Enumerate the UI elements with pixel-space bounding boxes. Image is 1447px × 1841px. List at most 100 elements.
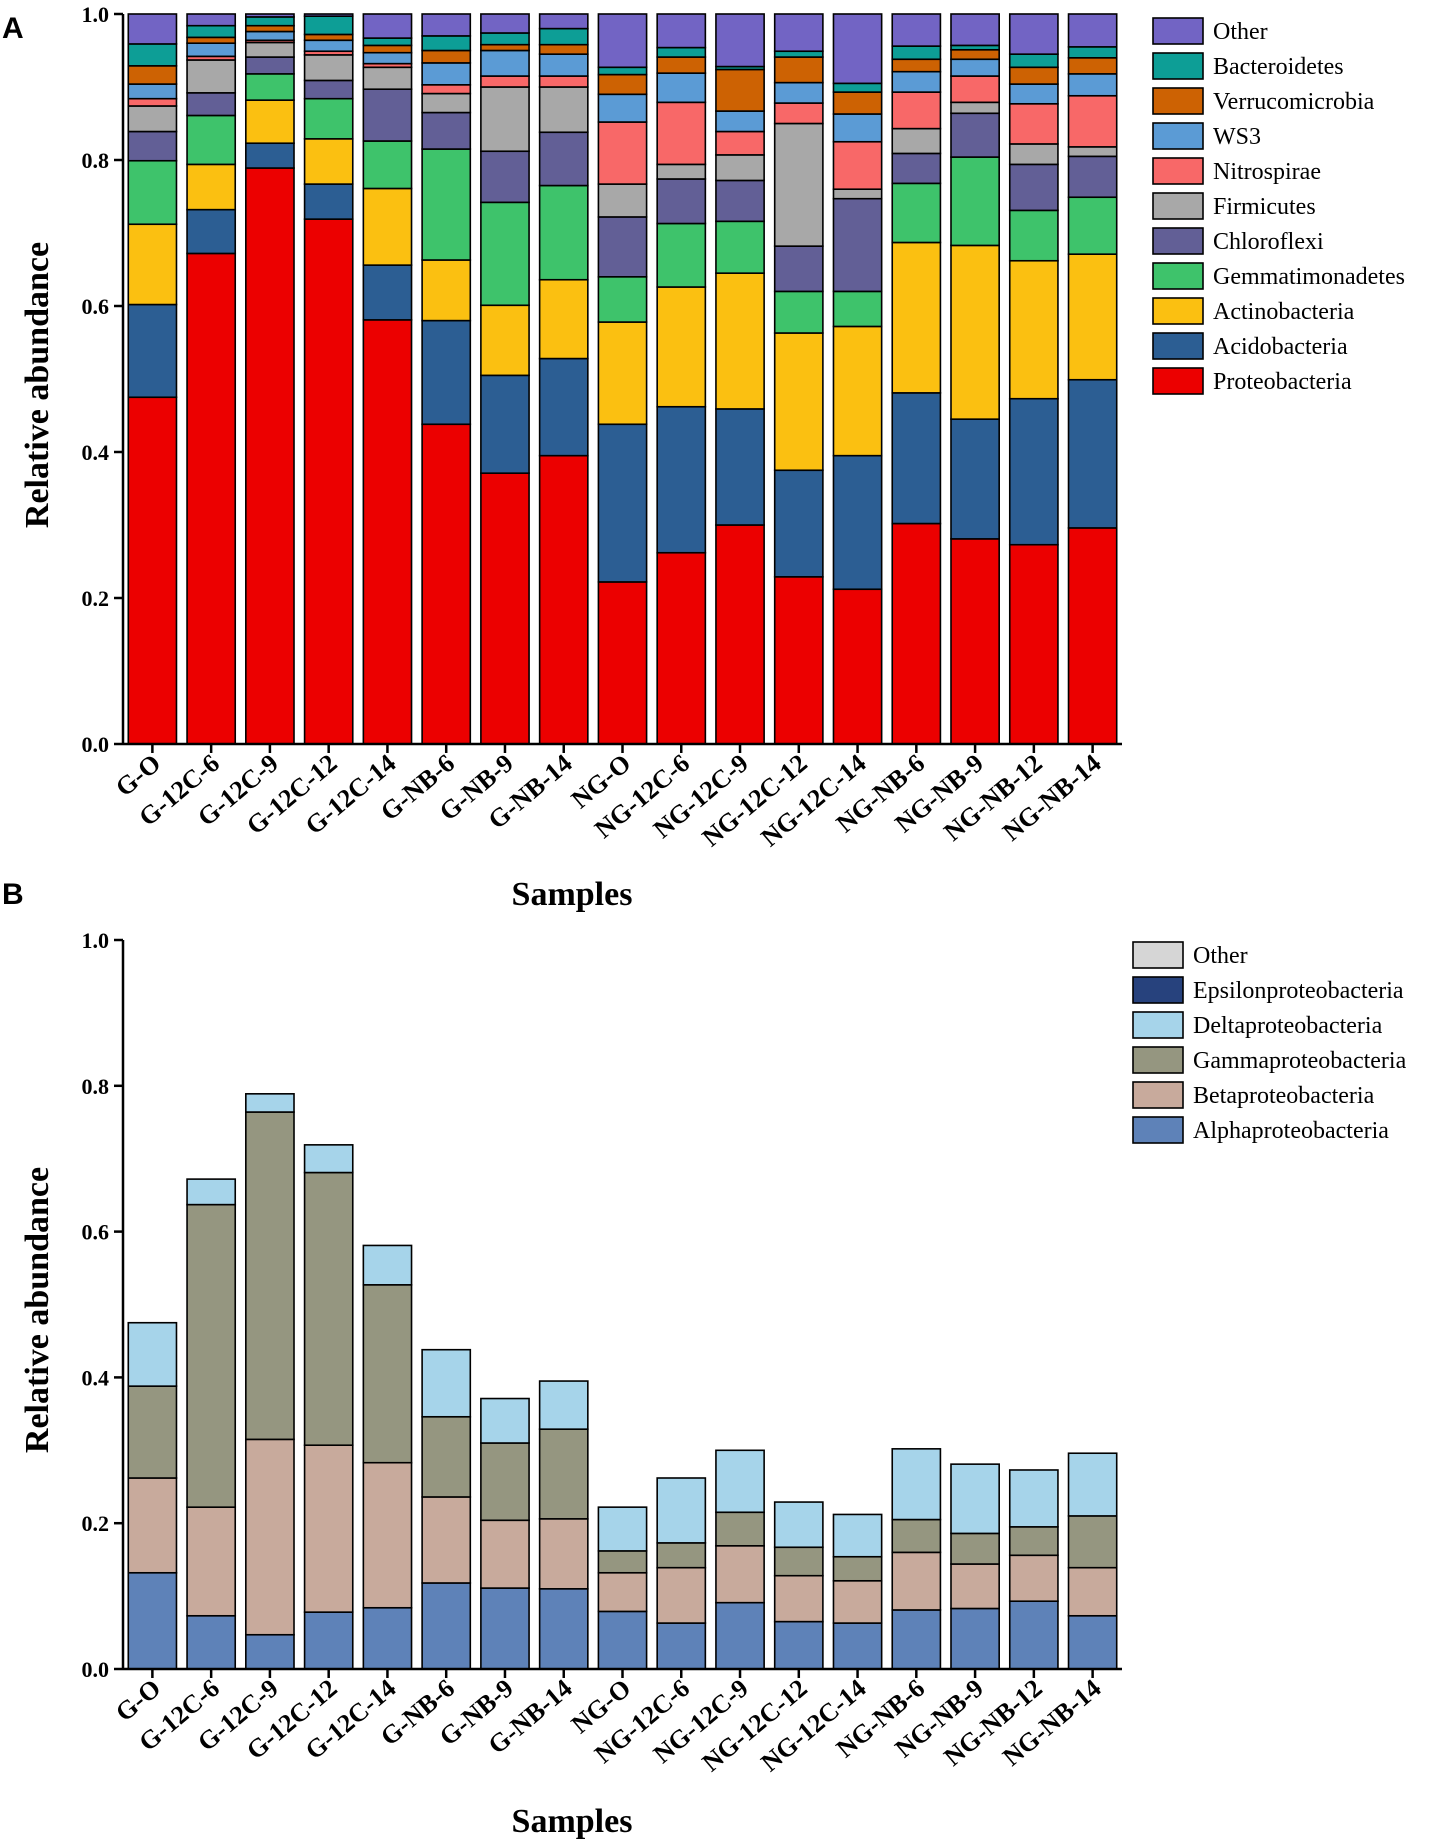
a-bar-g-nb-6-other: [421, 13, 472, 37]
a-legend-swatch-verrucomicrobia: [1152, 87, 1204, 115]
a-bar-ng-12c-9-proteobacteria: [715, 524, 765, 745]
a-bar-g-o-firmicutes: [127, 105, 178, 133]
b-bar-ng-12c-6-betaproteobacteria: [656, 1566, 707, 1624]
panel-a: A Relative abundance Samples 0.0 0.2 0.4 0.…: [2, 2, 1405, 913]
b-bar-ng-o-gammaproteobacteria: [597, 1550, 648, 1574]
a-bar-g-o-actinobacteria: [127, 223, 178, 306]
b-bar-ng-nb-12-alphaproteobacteria: [1008, 1600, 1059, 1670]
a-bar-g-12c-9-acidobacteria: [245, 142, 295, 169]
a-bar-ng-12c-6-proteobacteria: [656, 551, 707, 745]
panel-b-bars: [127, 1093, 1118, 1670]
a-bar-ng-nb-6-proteobacteria: [891, 522, 942, 745]
a-bar-g-12c-9-actinobacteria: [245, 99, 295, 145]
a-bar-ng-12c-14-bacteroidetes: [832, 82, 883, 93]
a-bar-ng-12c-9-chloroflexi: [715, 179, 765, 223]
a-bar-ng-12c-14-nitrospirae: [832, 140, 883, 191]
a-bar-ng-nb-9-ws3: [950, 58, 1000, 77]
b-bar-g-nb-9-alphaproteobacteria: [480, 1587, 530, 1670]
a-bar-ng-nb-12-chloroflexi: [1008, 163, 1059, 212]
b-bar-ng-nb-6-gammaproteobacteria: [891, 1518, 942, 1554]
a-bar-ng-nb-6-verrucomicrobia: [891, 58, 942, 73]
a-bar-ng-nb-12-firmicutes: [1008, 143, 1059, 166]
b-legend-label-alphaproteobacteria: Alphaproteobacteria: [1193, 1118, 1389, 1144]
a-bar-g-nb-6-bacteroidetes: [421, 35, 472, 52]
b-bar-g-o-alphaproteobacteria: [127, 1571, 178, 1670]
a-bar-g-12c-12-firmicutes: [303, 54, 354, 82]
a-legend-swatch-firmicutes: [1152, 192, 1204, 220]
a-bar-ng-12c-14-actinobacteria: [832, 325, 883, 457]
a-bar-g-12c-9-ws3: [245, 30, 295, 42]
b-bar-ng-12c-6-alphaproteobacteria: [656, 1622, 707, 1670]
b-bar-g-12c-9-betaproteobacteria: [245, 1438, 295, 1636]
panel-a-legend: Other Bacteroidetes Verrucomicrobia WS3 Nitr…: [1152, 17, 1405, 395]
a-bar-ng-12c-14-acidobacteria: [832, 454, 883, 591]
a-legend-swatch-proteobacteria: [1152, 367, 1204, 395]
b-bar-g-12c-14-betaproteobacteria: [362, 1461, 413, 1609]
b-bar-ng-12c-14-gammaproteobacteria: [832, 1555, 883, 1582]
a-bar-g-12c-12-other: [303, 13, 354, 17]
a-bar-ng-nb-14-ws3: [1067, 73, 1118, 97]
b-bar-ng-nb-9-gammaproteobacteria: [950, 1532, 1000, 1565]
b-bar-ng-12c-6-gammaproteobacteria: [656, 1542, 707, 1569]
a-bar-g-nb-6-proteobacteria: [421, 423, 472, 745]
b-legend-label-epsilonproteobacteria: Epsilonproteobacteria: [1193, 978, 1404, 1004]
a-bar-ng-nb-14-bacteroidetes: [1067, 46, 1118, 59]
b-legend-swatch-gammaproteobacteria: [1132, 1046, 1184, 1074]
a-bar-ng-12c-6-acidobacteria: [656, 405, 707, 554]
a-bar-g-12c-14-actinobacteria: [362, 187, 413, 266]
b-bar-g-o-gammaproteobacteria: [127, 1385, 178, 1479]
panel-b-label: B: [2, 878, 24, 911]
a-legend-label-firmicutes: Firmicutes: [1213, 194, 1316, 220]
b-bar-g-nb-6-deltaproteobacteria: [421, 1348, 472, 1418]
a-bar-g-12c-9-bacteroidetes: [245, 16, 295, 27]
b-bar-g-nb-14-betaproteobacteria: [538, 1518, 589, 1590]
a-bar-ng-12c-9-nitrospirae: [715, 130, 765, 156]
panel-a-label: A: [2, 12, 24, 45]
a-y-tick-label: 1.0: [82, 2, 110, 27]
a-bar-ng-12c-9-actinobacteria: [715, 272, 765, 410]
a-bar-g-12c-14-ws3: [362, 51, 413, 65]
a-bar-ng-nb-6-firmicutes: [891, 127, 942, 155]
panel-b-y-axis-title: Relative abundance: [19, 1167, 56, 1453]
b-bar-g-nb-9-deltaproteobacteria: [480, 1397, 530, 1444]
a-bar-ng-12c-6-firmicutes: [656, 163, 707, 180]
b-bar-ng-12c-14-betaproteobacteria: [832, 1579, 883, 1624]
a-bar-g-o-ws3: [127, 83, 178, 100]
a-bar-g-nb-6-nitrospirae: [421, 84, 472, 95]
a-legend-swatch-actinobacteria: [1152, 297, 1204, 325]
a-bar-ng-nb-12-other: [1008, 13, 1059, 55]
a-bar-g-nb-14-verrucomicrobia: [538, 43, 589, 55]
b-bar-g-nb-14-deltaproteobacteria: [538, 1380, 589, 1430]
b-legend-label-betaproteobacteria: Betaproteobacteria: [1193, 1083, 1375, 1109]
b-bar-g-12c-12-alphaproteobacteria: [303, 1611, 354, 1670]
a-bar-ng-o-bacteroidetes: [597, 66, 648, 76]
b-legend-label-gammaproteobacteria: Gammaproteobacteria: [1193, 1048, 1407, 1074]
a-legend-swatch-gemmatimonadetes: [1152, 262, 1204, 290]
a-bar-g-12c-6-other: [186, 13, 237, 27]
b-y-tick-label: 0.6: [82, 1220, 110, 1245]
a-bar-g-12c-12-bacteroidetes: [303, 15, 354, 36]
a-bar-ng-nb-9-chloroflexi: [950, 112, 1000, 158]
panel-b-legend: Other Epsilonproteobacteria Deltaproteobac…: [1132, 941, 1407, 1144]
a-bar-ng-nb-6-bacteroidetes: [891, 45, 942, 61]
a-bar-g-12c-6-acidobacteria: [186, 208, 237, 255]
a-bar-g-nb-6-ws3: [421, 62, 472, 86]
b-bar-g-nb-9-betaproteobacteria: [480, 1519, 530, 1589]
b-legend-swatch-other: [1132, 941, 1184, 969]
a-bar-g-12c-9-firmicutes: [245, 41, 295, 58]
a-bar-g-o-proteobacteria: [127, 396, 178, 745]
b-bar-g-nb-9-gammaproteobacteria: [480, 1442, 530, 1522]
a-bar-g-12c-14-other: [362, 13, 413, 39]
panel-b-x-axis-title: Samples: [512, 1803, 633, 1840]
b-bar-ng-12c-9-deltaproteobacteria: [715, 1449, 765, 1514]
a-bar-ng-12c-12-gemmatimonadetes: [773, 290, 824, 334]
b-bar-ng-nb-14-alphaproteobacteria: [1067, 1614, 1118, 1670]
b-bar-g-nb-14-gammaproteobacteria: [538, 1428, 589, 1520]
a-bar-ng-12c-12-verrucomicrobia: [773, 56, 824, 84]
b-bar-ng-12c-14-deltaproteobacteria: [832, 1513, 883, 1558]
a-bar-ng-o-actinobacteria: [597, 321, 648, 426]
b-bar-ng-nb-6-betaproteobacteria: [891, 1551, 942, 1611]
b-bar-ng-o-alphaproteobacteria: [597, 1610, 648, 1670]
b-bar-ng-12c-9-alphaproteobacteria: [715, 1601, 765, 1670]
a-bar-ng-12c-14-ws3: [832, 113, 883, 143]
